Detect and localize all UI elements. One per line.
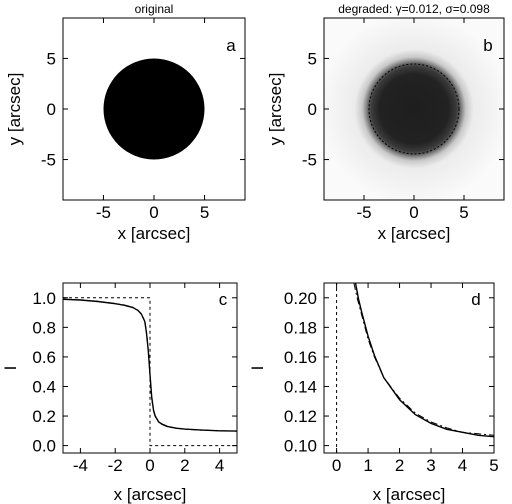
panel-d-xtick-label: 2 bbox=[395, 456, 404, 475]
panel-c-ytick-label: 0.4 bbox=[32, 377, 56, 396]
panel-c-xlabel: x [arcsec] bbox=[114, 485, 187, 504]
panel-d-xtick-label: 3 bbox=[426, 456, 435, 475]
panel-c-ticks bbox=[63, 283, 237, 453]
panel-a-ytick-label: 0 bbox=[47, 100, 56, 119]
panel-b-letter: b bbox=[483, 36, 492, 55]
panel-c-ytick-label: 0.2 bbox=[32, 407, 56, 426]
panel-a-ylabel: y [arcsec] bbox=[5, 73, 24, 146]
panel-d-ytick-label: 0.18 bbox=[284, 318, 317, 337]
panel-b-ylabel: y [arcsec] bbox=[266, 73, 285, 146]
panel-b-xtick-label: 5 bbox=[459, 203, 468, 222]
panel-d-xtick-label: 1 bbox=[363, 456, 372, 475]
panel-d-series-dashdot bbox=[353, 283, 494, 436]
panel-a-title: original bbox=[135, 2, 174, 16]
panel-d-series bbox=[336, 283, 494, 453]
panel-d-xtick-label: 0 bbox=[332, 456, 341, 475]
panel-a-xlabel: x [arcsec] bbox=[118, 224, 191, 243]
panel-d-ylabel: I bbox=[248, 366, 267, 371]
panel-d-ytick-label: 0.20 bbox=[284, 289, 317, 308]
panel-b-xlabel: x [arcsec] bbox=[378, 224, 451, 243]
panel-a-ticks bbox=[63, 18, 245, 200]
panel-c-xtick-label: 0 bbox=[145, 456, 154, 475]
panel-a-ytick-label: 5 bbox=[47, 49, 56, 68]
panel-c-series-dashed bbox=[63, 297, 237, 447]
panel-d-ticks bbox=[324, 283, 495, 453]
panel-b: degraded: γ=0.012, σ=0.098 b x [arcsec] … bbox=[266, 2, 505, 243]
panel-b-xtick-label: -5 bbox=[356, 203, 371, 222]
panel-c-series bbox=[63, 297, 237, 447]
panel-a: original a x [arcsec] y [arcsec] bbox=[5, 2, 246, 243]
panel-c: c x [arcsec] I bbox=[1, 282, 238, 504]
panel-c-ylabel: I bbox=[1, 366, 20, 371]
panel-b-title: degraded: γ=0.012, σ=0.098 bbox=[338, 2, 490, 16]
panel-b-ytick-label: 5 bbox=[308, 49, 317, 68]
panel-a-letter: a bbox=[226, 36, 236, 55]
panel-c-xtick-label: -4 bbox=[73, 456, 88, 475]
panel-d-letter: d bbox=[471, 290, 480, 309]
panel-d-ytick-label: 0.14 bbox=[284, 377, 317, 396]
panel-d-xlabel: x [arcsec] bbox=[373, 485, 446, 504]
panel-a-xtick-label: -5 bbox=[96, 203, 111, 222]
panel-d: d x [arcsec] I bbox=[248, 282, 495, 504]
panel-c-xtick-label: -2 bbox=[108, 456, 123, 475]
panel-a-disk bbox=[103, 58, 205, 160]
panel-b-ytick-label: -5 bbox=[302, 151, 317, 170]
panel-c-xtick-label: 2 bbox=[180, 456, 189, 475]
panel-d-xtick-label: 4 bbox=[458, 456, 467, 475]
panel-c-ytick-label: 0.0 bbox=[32, 437, 56, 456]
panel-b-dotted-outline bbox=[368, 63, 460, 155]
panel-c-ytick-label: 0.6 bbox=[32, 348, 56, 367]
panel-b-ytick-label: 0 bbox=[308, 100, 317, 119]
panel-c-series-dashdot bbox=[63, 298, 237, 432]
panel-d-xtick-label: 5 bbox=[489, 456, 498, 475]
panel-c-xtick-label: 4 bbox=[215, 456, 224, 475]
panel-d-ytick-label: 0.12 bbox=[284, 407, 317, 426]
panel-a-xtick-label: 0 bbox=[149, 203, 158, 222]
panel-b-ticks bbox=[324, 18, 504, 200]
panel-a-xtick-label: 5 bbox=[200, 203, 209, 222]
panel-b-xtick-label: 0 bbox=[409, 203, 418, 222]
panel-d-ytick-label: 0.16 bbox=[284, 348, 317, 367]
panel-d-frame bbox=[323, 282, 495, 454]
panel-c-letter: c bbox=[219, 290, 228, 309]
panel-b-image bbox=[324, 18, 504, 200]
panel-a-ytick-label: -5 bbox=[41, 151, 56, 170]
panel-c-ytick-label: 1.0 bbox=[32, 289, 56, 308]
panel-c-ytick-label: 0.8 bbox=[32, 318, 56, 337]
panel-d-ytick-label: 0.10 bbox=[284, 437, 317, 456]
